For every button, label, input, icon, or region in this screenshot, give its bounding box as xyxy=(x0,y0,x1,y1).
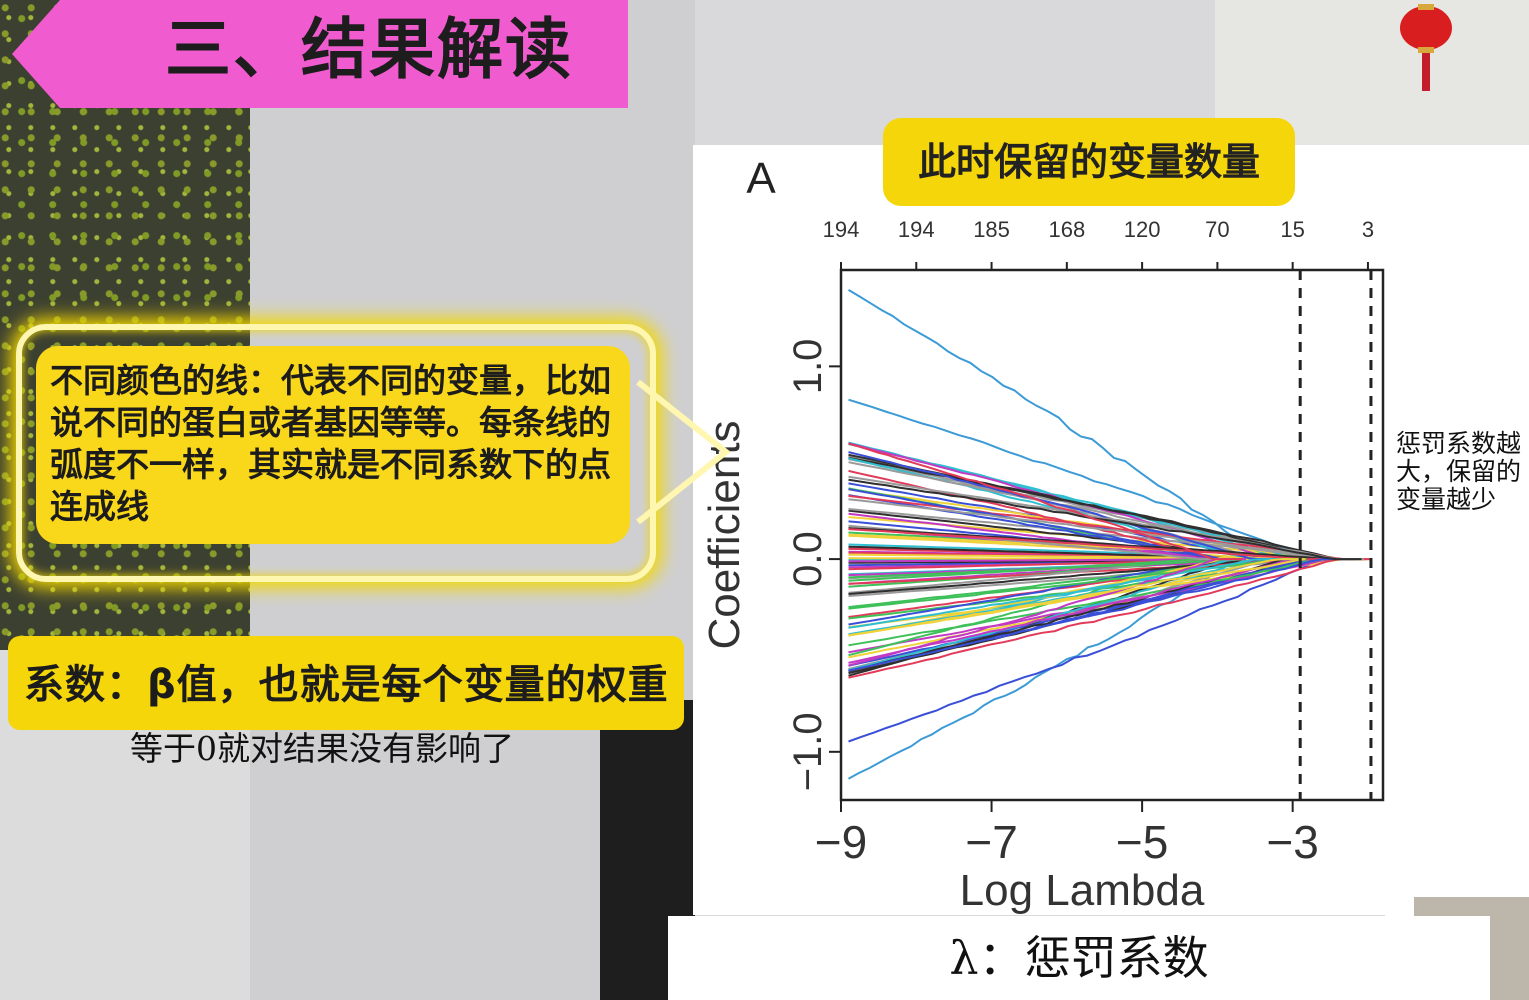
series-line xyxy=(848,558,1307,610)
series-line xyxy=(848,498,1361,561)
top-axis-label: 194 xyxy=(898,217,935,242)
y-tick-label: −1.0 xyxy=(786,712,830,791)
series-line xyxy=(848,558,1348,672)
title-banner xyxy=(60,0,628,108)
x-tick-label: −5 xyxy=(1116,816,1168,868)
side-note: 惩罚系数越大，保留的变量越少 xyxy=(1396,429,1522,514)
plot-frame xyxy=(839,268,1385,802)
top-axis-label: 194 xyxy=(823,217,860,242)
bottom-caption: λ：惩罚系数 xyxy=(949,931,1209,985)
series-line xyxy=(848,558,1365,679)
callout-pointer xyxy=(636,379,731,525)
series-line xyxy=(848,512,1238,561)
callout-text: 不同颜色的线：代表不同的变量，比如说不同的蛋白或者基因等等。每条线的弧度不一样，… xyxy=(50,361,611,526)
series-line xyxy=(848,478,1362,561)
top-axis-label: 3 xyxy=(1362,217,1374,242)
zero-note: 等于0就对结果没有影响了 xyxy=(130,729,514,768)
series-line xyxy=(848,558,1287,629)
page-title: 三、结果解读 xyxy=(165,11,573,88)
badge-text: 此时保留的变量数量 xyxy=(917,140,1260,184)
series-line xyxy=(848,558,1226,582)
top-axis-label: 15 xyxy=(1280,217,1304,242)
top-axis-label: 70 xyxy=(1205,217,1229,242)
callout-glow-frame xyxy=(16,324,656,582)
series-line xyxy=(848,442,1243,561)
x-tick-label: −7 xyxy=(965,816,1017,868)
series-line xyxy=(848,398,1340,561)
y-axis-title: Coefficients xyxy=(700,420,749,649)
series-line xyxy=(848,451,1281,561)
plot-panel: A −9 −7 −5 −3 −1.0 0.0 1.0 194 194 185 168 120 70 15 3 L… xyxy=(693,145,1385,915)
panel-label: A xyxy=(746,154,776,203)
bottom-caption-bar: λ：惩罚系数 xyxy=(668,916,1490,1000)
y-tick-label: 1.0 xyxy=(786,339,830,395)
background-right-panel xyxy=(1385,145,1529,1000)
series-line xyxy=(848,558,1233,657)
top-axis-label: 168 xyxy=(1048,217,1085,242)
series-line xyxy=(848,558,1306,637)
lasso-coefficient-chart: A −9 −7 −5 −3 −1.0 0.0 1.0 194 194 185 168 120 70 15 3 L… xyxy=(700,154,1385,915)
y-tick-label: 0.0 xyxy=(786,531,830,587)
coefficient-band: 系数：β值，也就是每个变量的权重 xyxy=(8,636,684,730)
series-line xyxy=(848,558,1247,667)
series-line xyxy=(848,558,1352,647)
x-tick-label: −9 xyxy=(815,816,867,868)
top-axis-label: 120 xyxy=(1124,217,1161,242)
x-tick-label: −3 xyxy=(1266,816,1318,868)
series-line xyxy=(848,527,1357,561)
series-line xyxy=(848,528,1331,561)
callout-box: 不同颜色的线：代表不同的变量，比如说不同的蛋白或者基因等等。每条线的弧度不一样，… xyxy=(36,346,630,544)
coefficient-label: 系数：β值，也就是每个变量的权重 xyxy=(24,662,669,708)
series-line xyxy=(848,558,1351,743)
title-arrow xyxy=(12,0,60,108)
x-axis-title: Log Lambda xyxy=(960,866,1205,915)
variable-count-badge: 此时保留的变量数量 xyxy=(883,118,1295,206)
lantern-icon xyxy=(1400,4,1452,91)
top-axis-label: 185 xyxy=(973,217,1010,242)
series-line xyxy=(848,534,1301,561)
